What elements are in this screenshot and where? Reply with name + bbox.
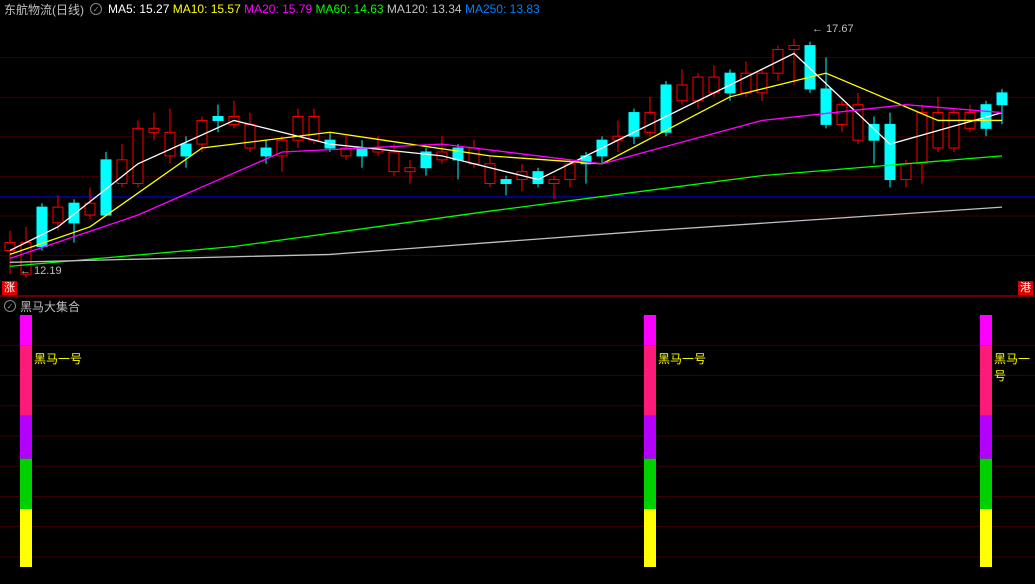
tag-right: 港 [1018, 281, 1033, 295]
ma-indicator: MA20: 15.79 [244, 2, 315, 16]
ma-indicator: MA120: 13.34 [387, 2, 465, 16]
gear-icon[interactable]: ✓ [4, 300, 16, 312]
ma-indicator: MA250: 13.83 [465, 2, 540, 16]
indicator-title: 黑马大集合 [20, 298, 80, 315]
high-price-label: ← 17.67 [812, 23, 854, 35]
ma-indicator: MA10: 15.57 [173, 2, 244, 16]
indicator-header: ✓ 黑马大集合 [0, 297, 1035, 315]
low-price-label: ← 12.19 [20, 265, 62, 277]
indicator-bar-label: 黑马一号 [658, 350, 706, 367]
indicator-bar-label: 黑马一号 [994, 350, 1035, 384]
ma-indicator-list: MA5: 15.27 MA10: 15.57 MA20: 15.79 MA60:… [108, 2, 540, 16]
tag-left: 涨 [2, 281, 17, 295]
indicator-panel[interactable]: ✓ 黑马大集合 黑马一号 黑马一号 黑马一号 [0, 297, 1035, 567]
gear-icon[interactable]: ✓ [90, 3, 102, 15]
stock-title: 东航物流(日线) [4, 1, 84, 18]
chart-header: 东航物流(日线) ✓ MA5: 15.27 MA10: 15.57 MA20: … [0, 0, 1035, 18]
indicator-bar-label: 黑马一号 [34, 350, 82, 367]
ma-indicator: MA60: 14.63 [316, 2, 387, 16]
ma-indicator: MA5: 15.27 [108, 2, 173, 16]
tag-row: 涨 港 [0, 281, 1035, 295]
candlestick-chart[interactable]: ← 17.67 ← 12.19 涨 港 [0, 18, 1035, 296]
